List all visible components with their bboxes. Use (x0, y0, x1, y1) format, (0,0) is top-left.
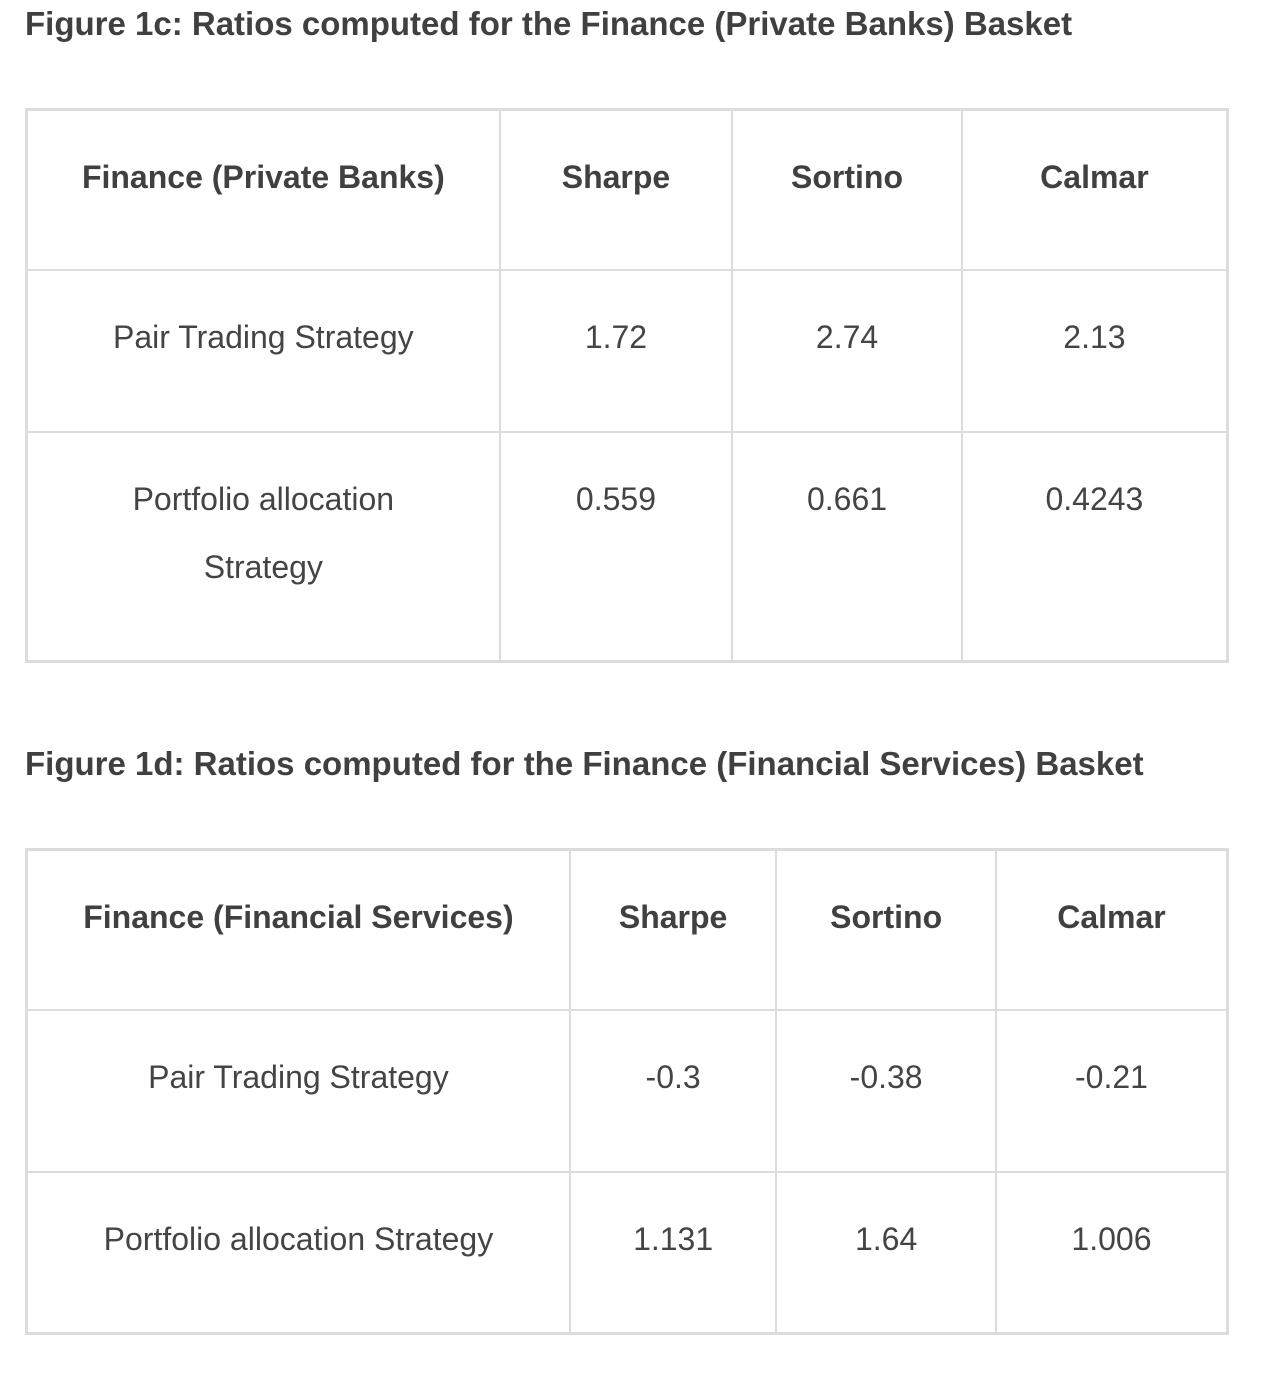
figure-1d-ratio-table: Finance (Financial Services) Sharpe Sort… (25, 848, 1229, 1335)
sortino-value: -0.38 (775, 1008, 997, 1173)
sortino-value: 0.661 (731, 430, 963, 663)
calmar-value: 1.006 (994, 1170, 1229, 1335)
figure-1d-caption: Figure 1d: Ratios computed for the Finan… (25, 745, 1144, 782)
sharpe-value: 1.131 (568, 1170, 778, 1335)
table-header-row: Finance (Financial Services) Sharpe Sort… (25, 848, 1229, 1011)
row-label: Portfolio allocation Strategy (25, 1170, 571, 1335)
row-label: Pair Trading Strategy (25, 1008, 571, 1173)
column-header-calmar: Calmar (960, 108, 1229, 271)
column-header-sharpe: Sharpe (498, 108, 734, 271)
table-header-row: Finance (Private Banks) Sharpe Sortino C… (25, 108, 1229, 271)
sharpe-value: -0.3 (568, 1008, 778, 1173)
calmar-value: 0.4243 (960, 430, 1229, 663)
column-header-sortino: Sortino (731, 108, 963, 271)
calmar-value: 2.13 (960, 268, 1229, 433)
table-row: Portfolio allocation Strategy 0.559 0.66… (25, 430, 1229, 663)
table-row: Pair Trading Strategy 1.72 2.74 2.13 (25, 268, 1229, 433)
sharpe-value: 0.559 (498, 430, 734, 663)
column-header-basket: Finance (Financial Services) (25, 848, 571, 1011)
sharpe-value: 1.72 (498, 268, 734, 433)
row-label: Pair Trading Strategy (25, 268, 501, 433)
column-header-basket: Finance (Private Banks) (25, 108, 501, 271)
figure-1c-ratio-table: Finance (Private Banks) Sharpe Sortino C… (25, 108, 1229, 663)
column-header-sortino: Sortino (775, 848, 997, 1011)
calmar-value: -0.21 (994, 1008, 1229, 1173)
table-row: Portfolio allocation Strategy 1.131 1.64… (25, 1170, 1229, 1335)
figure-1c-caption: Figure 1c: Ratios computed for the Finan… (25, 5, 1073, 42)
sortino-value: 1.64 (775, 1170, 997, 1335)
table-row: Pair Trading Strategy -0.3 -0.38 -0.21 (25, 1008, 1229, 1173)
column-header-calmar: Calmar (994, 848, 1229, 1011)
row-label: Portfolio allocation Strategy (25, 430, 501, 663)
column-header-sharpe: Sharpe (568, 848, 778, 1011)
sortino-value: 2.74 (731, 268, 963, 433)
